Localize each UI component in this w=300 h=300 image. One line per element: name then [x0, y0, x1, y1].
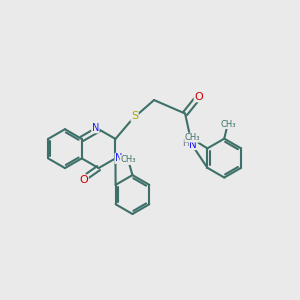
- Text: N: N: [189, 140, 197, 150]
- Text: N: N: [115, 153, 122, 164]
- Text: O: O: [194, 92, 203, 102]
- Text: H: H: [182, 139, 188, 148]
- Text: CH₃: CH₃: [220, 120, 236, 129]
- Text: O: O: [80, 175, 88, 185]
- Text: CH₃: CH₃: [185, 133, 200, 142]
- Text: S: S: [131, 111, 138, 121]
- Text: N: N: [92, 123, 99, 133]
- Text: CH₃: CH₃: [120, 155, 136, 164]
